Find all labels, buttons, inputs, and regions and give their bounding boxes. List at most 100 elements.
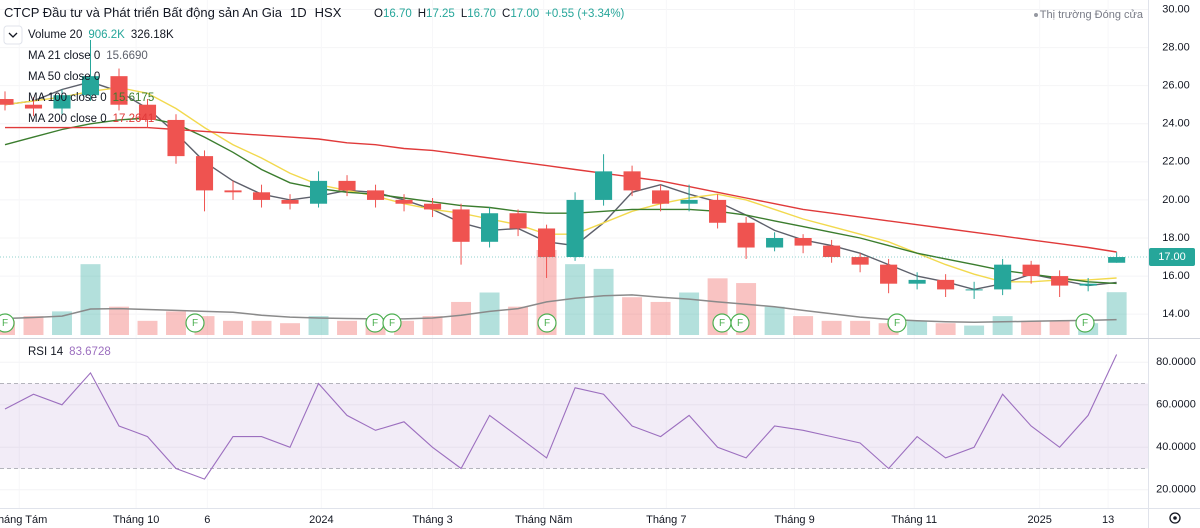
candle-body (766, 237, 784, 248)
event-label: F (1082, 318, 1088, 329)
candle-body (566, 199, 584, 258)
volume-bar (764, 306, 785, 335)
candle-body (652, 190, 670, 204)
x-tick-label: Tháng 7 (646, 514, 686, 526)
ma-name: MA 100 close 0 (28, 92, 107, 104)
candle-body (138, 104, 157, 120)
candle-body (595, 171, 613, 200)
collapse-button[interactable] (3, 25, 23, 45)
candle-body (538, 228, 556, 258)
candle-body (709, 199, 727, 223)
candle-body (338, 180, 356, 191)
x-tick-label: 2025 (1027, 514, 1051, 526)
rsi-band (0, 383, 1148, 469)
rsi-name: RSI 14 (28, 346, 64, 358)
y-tick-label: 26.00 (1162, 80, 1190, 92)
ma-legend: MA 21 close 0 15.6690 MA 50 close 0 MA 100 … (28, 50, 154, 125)
volume-bar (1106, 292, 1127, 335)
y-tick-label: 14.00 (1162, 308, 1190, 320)
candle-body (423, 203, 442, 210)
market-status: Thị trường Đóng cửa (1040, 9, 1144, 21)
volume-bar (935, 323, 956, 335)
candle-body (823, 245, 841, 258)
candle-body (1108, 257, 1126, 263)
y-tick-label: 24.00 (1162, 118, 1190, 130)
candle-body (167, 119, 185, 157)
volume-bar (280, 323, 301, 335)
ma-name: MA 200 close 0 (28, 113, 107, 125)
volume-bar (878, 323, 899, 335)
candle-body (195, 156, 214, 191)
volume-bar (622, 297, 643, 335)
volume-bar (964, 325, 985, 335)
candle-body (481, 213, 499, 242)
quote-value: 17.00 (510, 8, 539, 20)
candle-body (994, 264, 1012, 290)
volume-bar (337, 320, 358, 335)
symbol-header: CTCP Đầu tư và Phát triển Bất động sản A… (4, 5, 342, 20)
rsi-tick-label: 20.0000 (1156, 484, 1196, 496)
ma-name: MA 50 close 0 (28, 71, 100, 83)
volume-ma-value: 326.18K (131, 29, 174, 41)
candle-body (224, 190, 242, 193)
ma-legend-row: MA 50 close 0 (28, 71, 100, 83)
time-axis: Tháng Tám Tháng 10 6 2024 Tháng 3 Tháng Năm Th… (0, 514, 1114, 526)
ma-value: 15.6175 (113, 92, 155, 104)
candle-body (452, 209, 470, 242)
x-tick-label: Tháng Năm (515, 514, 572, 526)
volume-layer (0, 250, 1127, 335)
volume-bar (109, 306, 129, 335)
x-tick-label: Tháng Tám (0, 514, 47, 526)
candle-body (24, 104, 43, 109)
event-label: F (389, 318, 395, 329)
candle-body (680, 199, 698, 204)
rsi-value: 83.6728 (69, 346, 111, 358)
x-tick-label: Tháng 10 (113, 514, 159, 526)
last-price-label: 17.00 (1158, 251, 1186, 263)
ma-name: MA 21 close 0 (28, 50, 100, 62)
volume-bar (992, 316, 1013, 335)
quote-label: C (502, 8, 510, 20)
event-label: F (544, 318, 550, 329)
quote-label: L (461, 8, 468, 20)
volume-bar (137, 320, 158, 335)
quote-value: 16.70 (383, 8, 412, 20)
volume-bar (508, 306, 529, 335)
volume-value: 906.2K (88, 29, 125, 41)
event-label: F (719, 318, 725, 329)
candle-body (366, 190, 385, 200)
ma-legend-row: MA 100 close 0 15.6175 (28, 92, 154, 104)
y-tick-label: 28.00 (1162, 42, 1190, 54)
candle-body (81, 76, 100, 96)
volume-bar (479, 292, 500, 335)
event-marker (0, 313, 15, 333)
y-tick-label: 16.00 (1162, 270, 1190, 282)
candle-layer (0, 39, 1126, 299)
event-marker (537, 313, 557, 333)
volume-bar (251, 320, 272, 335)
volume-bar (166, 311, 186, 335)
volume-bar (23, 316, 44, 335)
ma-legend-row: MA 21 close 0 15.6690 (28, 50, 148, 62)
settings-icon (1169, 512, 1181, 524)
candle-body (1051, 276, 1069, 286)
volume-ma-line (4, 294, 1117, 324)
volume-bar (451, 301, 472, 335)
volume-bar (308, 316, 329, 335)
status-dot (1034, 13, 1038, 17)
volume-bar (821, 320, 842, 335)
quote-value: 16.70 (467, 8, 496, 20)
event-marker (185, 313, 205, 333)
settings-button[interactable] (1169, 512, 1181, 524)
volume-name: Volume 20 (28, 29, 82, 41)
volume-bar (80, 264, 101, 335)
event-label: F (192, 318, 198, 329)
ma-legend-row: MA 200 close 0 17.2641 (28, 113, 154, 125)
volume-bar (565, 264, 586, 335)
ma-layer (4, 81, 1117, 291)
quote-label: H (418, 8, 426, 20)
rsi-legend: RSI 14 83.6728 (28, 346, 111, 358)
candle-body (880, 264, 898, 284)
candle-body (851, 257, 869, 265)
quote-label: O (374, 8, 383, 20)
